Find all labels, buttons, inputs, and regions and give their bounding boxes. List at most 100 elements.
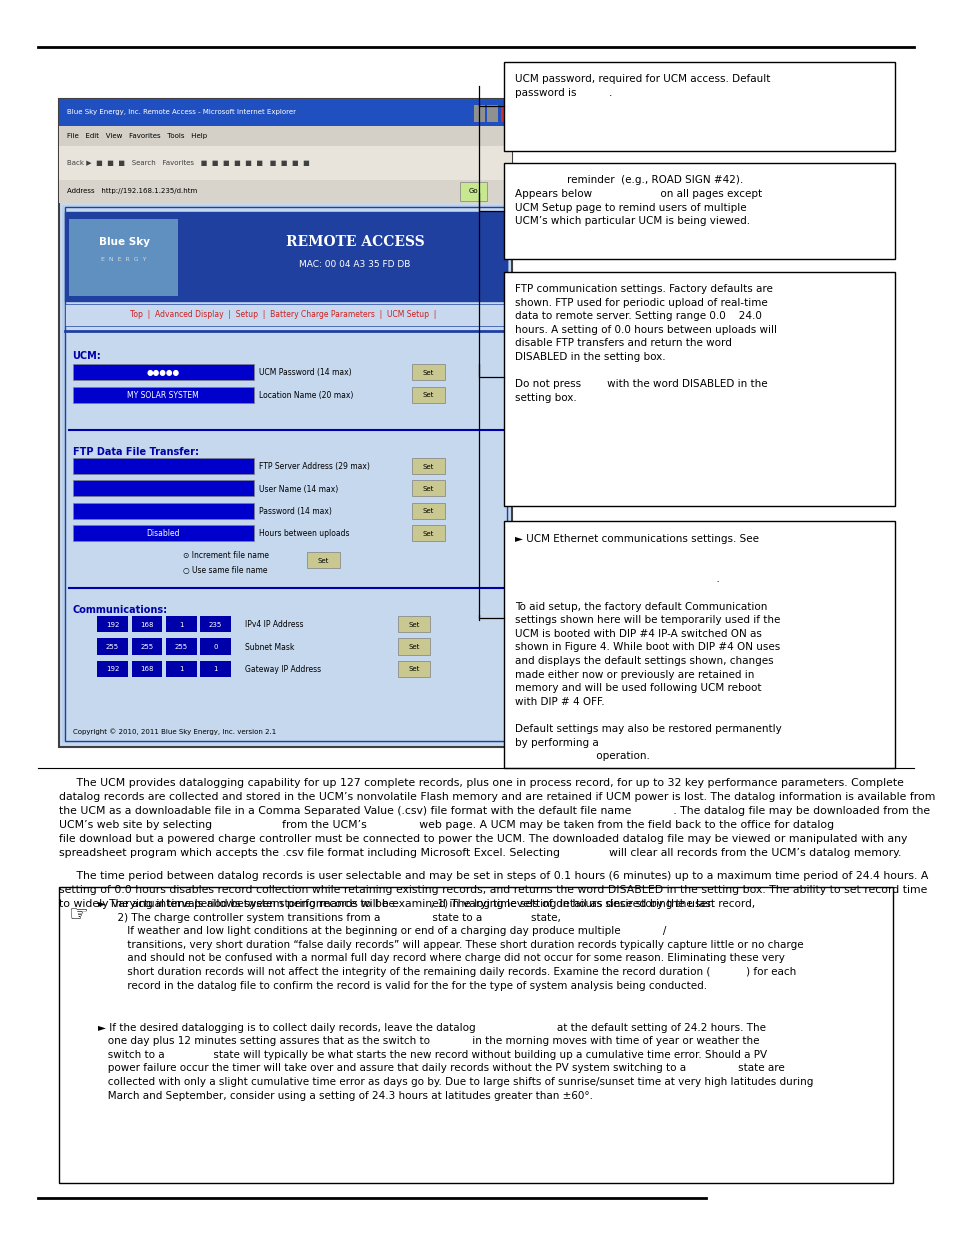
FancyBboxPatch shape xyxy=(503,163,894,259)
FancyBboxPatch shape xyxy=(59,99,512,747)
Text: ○ Use same file name: ○ Use same file name xyxy=(183,566,268,576)
Text: 255: 255 xyxy=(140,645,153,650)
Text: ●●●●●: ●●●●● xyxy=(147,368,179,378)
FancyBboxPatch shape xyxy=(65,207,506,741)
Text: The UCM provides datalogging capability for up 127 complete records, plus one in: The UCM provides datalogging capability … xyxy=(59,778,935,858)
Text: Communications:: Communications: xyxy=(72,605,168,615)
Text: Set: Set xyxy=(422,487,434,492)
Text: Set: Set xyxy=(422,393,434,398)
Text: Subnet Mask: Subnet Mask xyxy=(245,642,294,652)
Text: ► The actual time period between storing records will be           ; 1) The log : ► The actual time period between storing… xyxy=(98,899,803,990)
FancyBboxPatch shape xyxy=(200,616,231,632)
Text: FTP Data File Transfer:: FTP Data File Transfer: xyxy=(72,447,198,457)
FancyBboxPatch shape xyxy=(200,661,231,677)
FancyBboxPatch shape xyxy=(397,661,430,677)
FancyBboxPatch shape xyxy=(72,387,253,403)
FancyBboxPatch shape xyxy=(65,212,506,301)
FancyBboxPatch shape xyxy=(503,62,894,151)
Text: Address   http://192.168.1.235/d.htm: Address http://192.168.1.235/d.htm xyxy=(67,189,197,194)
Text: E  N  E  R  G  Y: E N E R G Y xyxy=(101,257,147,262)
Text: FTP communication settings. Factory defaults are
shown. FTP used for periodic up: FTP communication settings. Factory defa… xyxy=(515,284,777,403)
Text: 235: 235 xyxy=(209,622,222,627)
Text: Set: Set xyxy=(422,464,434,469)
FancyBboxPatch shape xyxy=(72,525,253,541)
Text: UCM Password (14 max): UCM Password (14 max) xyxy=(259,368,352,378)
FancyBboxPatch shape xyxy=(500,105,511,122)
FancyBboxPatch shape xyxy=(132,638,162,655)
Text: Set: Set xyxy=(408,667,419,672)
FancyBboxPatch shape xyxy=(503,521,894,768)
FancyBboxPatch shape xyxy=(72,503,253,519)
FancyBboxPatch shape xyxy=(503,272,894,506)
FancyBboxPatch shape xyxy=(307,552,339,568)
Text: Set: Set xyxy=(408,645,419,650)
Text: 1: 1 xyxy=(213,667,217,672)
Text: 255: 255 xyxy=(106,645,119,650)
FancyBboxPatch shape xyxy=(62,205,509,743)
FancyBboxPatch shape xyxy=(474,105,484,122)
FancyBboxPatch shape xyxy=(487,105,497,122)
Text: ► UCM Ethernet communications settings. See


                                  : ► UCM Ethernet communications settings. … xyxy=(515,534,781,761)
Text: Hours between uploads: Hours between uploads xyxy=(259,529,350,538)
FancyBboxPatch shape xyxy=(59,180,512,203)
Text: Set: Set xyxy=(422,531,434,536)
Text: 1: 1 xyxy=(179,667,183,672)
FancyBboxPatch shape xyxy=(166,638,196,655)
Text: Gateway IP Address: Gateway IP Address xyxy=(245,664,321,674)
Text: User Name (14 max): User Name (14 max) xyxy=(259,484,338,494)
FancyBboxPatch shape xyxy=(397,638,430,655)
FancyBboxPatch shape xyxy=(59,146,512,180)
Text: File   Edit   View   Favorites   Tools   Help: File Edit View Favorites Tools Help xyxy=(67,133,207,138)
FancyBboxPatch shape xyxy=(132,661,162,677)
FancyBboxPatch shape xyxy=(132,616,162,632)
Text: UCM:: UCM: xyxy=(72,351,101,361)
FancyBboxPatch shape xyxy=(72,458,253,474)
Text: Set: Set xyxy=(408,622,419,627)
Text: Top  |  Advanced Display  |  Setup  |  Battery Charge Parameters  |  UCM Setup  : Top | Advanced Display | Setup | Battery… xyxy=(130,310,436,320)
Text: 0: 0 xyxy=(213,645,217,650)
Text: ☞: ☞ xyxy=(69,905,88,925)
Text: 192: 192 xyxy=(106,622,119,627)
Text: Set: Set xyxy=(422,370,434,375)
Text: MY SOLAR SYSTEM: MY SOLAR SYSTEM xyxy=(127,390,199,400)
Text: 168: 168 xyxy=(140,622,153,627)
FancyBboxPatch shape xyxy=(459,182,486,201)
Text: Go: Go xyxy=(468,189,477,194)
Text: REMOTE ACCESS: REMOTE ACCESS xyxy=(285,235,424,249)
Text: Disabled: Disabled xyxy=(146,529,180,538)
Text: Set: Set xyxy=(422,509,434,514)
FancyBboxPatch shape xyxy=(412,458,444,474)
Text: ⊙ Increment file name: ⊙ Increment file name xyxy=(183,551,269,561)
Text: Password (14 max): Password (14 max) xyxy=(259,506,332,516)
FancyBboxPatch shape xyxy=(412,387,444,403)
FancyBboxPatch shape xyxy=(65,304,506,326)
Text: UCM password, required for UCM access. Default
password is          .: UCM password, required for UCM access. D… xyxy=(515,74,770,98)
Text: Blue Sky Energy, Inc. Remote Access - Microsoft Internet Explorer: Blue Sky Energy, Inc. Remote Access - Mi… xyxy=(67,110,295,115)
Text: 255: 255 xyxy=(174,645,188,650)
Text: MAC: 00 04 A3 35 FD DB: MAC: 00 04 A3 35 FD DB xyxy=(299,259,410,269)
Text: 192: 192 xyxy=(106,667,119,672)
Text: The time period between datalog records is user selectable and may be set in ste: The time period between datalog records … xyxy=(59,871,927,909)
FancyBboxPatch shape xyxy=(166,616,196,632)
Text: 1: 1 xyxy=(179,622,183,627)
FancyBboxPatch shape xyxy=(97,616,128,632)
FancyBboxPatch shape xyxy=(412,480,444,496)
FancyBboxPatch shape xyxy=(59,887,892,1183)
FancyBboxPatch shape xyxy=(200,638,231,655)
FancyBboxPatch shape xyxy=(97,661,128,677)
Text: reminder  (e.g., ROAD SIGN #42).
Appears below                     on all pages : reminder (e.g., ROAD SIGN #42). Appears … xyxy=(515,175,761,226)
Text: Back ▶  ■  ■  ■   Search   Favorites   ■  ■  ■  ■  ■  ■   ■  ■  ■  ■: Back ▶ ■ ■ ■ Search Favorites ■ ■ ■ ■ ■ … xyxy=(67,161,309,165)
Text: IPv4 IP Address: IPv4 IP Address xyxy=(245,620,303,630)
Text: Location Name (20 max): Location Name (20 max) xyxy=(259,390,354,400)
Text: Copyright © 2010, 2011 Blue Sky Energy, Inc. version 2.1: Copyright © 2010, 2011 Blue Sky Energy, … xyxy=(72,729,275,735)
FancyBboxPatch shape xyxy=(412,525,444,541)
FancyBboxPatch shape xyxy=(69,219,178,296)
Text: Blue Sky: Blue Sky xyxy=(98,237,150,247)
FancyBboxPatch shape xyxy=(166,661,196,677)
Text: Set: Set xyxy=(317,558,329,563)
FancyBboxPatch shape xyxy=(59,126,512,146)
FancyBboxPatch shape xyxy=(397,616,430,632)
FancyBboxPatch shape xyxy=(412,364,444,380)
Text: FTP Server Address (29 max): FTP Server Address (29 max) xyxy=(259,462,370,472)
FancyBboxPatch shape xyxy=(412,503,444,519)
